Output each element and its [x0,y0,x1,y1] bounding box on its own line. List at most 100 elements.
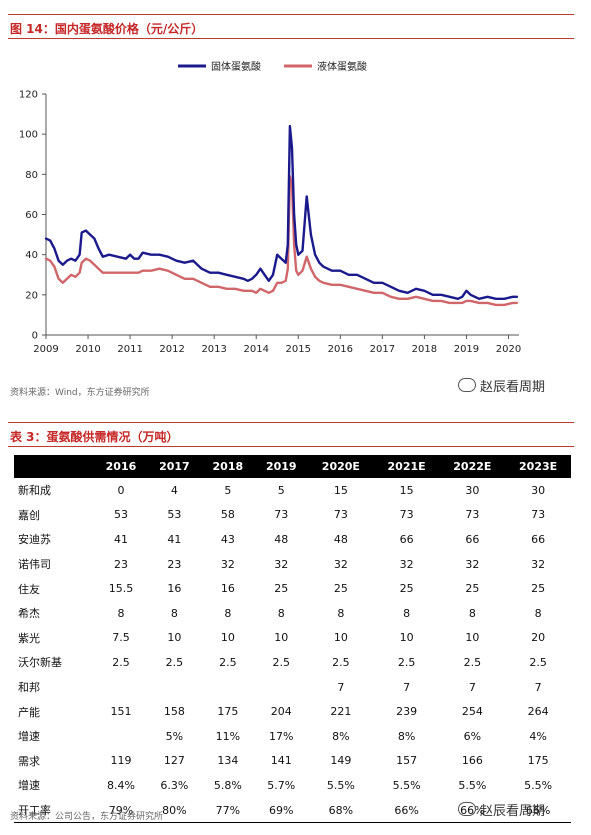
table-cell: 7 [534,680,542,694]
table-cell [201,675,254,700]
table-cell: 5.5% [392,778,421,792]
table-cell: 8% [332,729,350,743]
x-tick-label: 2010 [75,344,100,355]
table-cell: 17% [269,729,294,743]
figure-caption: 图 14：国内蛋氨酸价格（元/公斤） [10,22,204,36]
table-cell: 4 [170,483,178,497]
table-row: 诺伟司 23 23 32 32 32 32 32 32 [14,552,571,577]
x-tick-label: 2011 [117,344,142,355]
x-tick-label: 2009 [33,344,58,355]
table-cell [94,675,147,700]
table-cell: 48 [333,532,348,546]
chart-legend: 固体蛋氨酸 液体蛋氨酸 [178,60,367,73]
header-cell: 2018 [201,455,255,478]
table-cell: 5.5% [326,778,355,792]
table-cell: 48 [274,532,289,546]
table-cell: 239 [396,705,418,719]
row-label: 安迪苏 [18,533,51,547]
table-cell: 2.5 [112,655,130,669]
table-cell: 221 [330,705,352,719]
header-cell: 2021E [373,455,440,478]
table-cell: 0 [117,483,125,497]
table-cell: 15.5 [108,582,134,596]
supply-demand-table: 2016 2017 2018 2019 2020E 2021E 2022E 2023E 新和成… [14,455,571,824]
series-line [44,175,519,307]
row-label: 新和成 [18,484,51,498]
table-cell: 5 [224,483,232,497]
y-tick-label: 0 [32,331,38,342]
table-cell: 158 [163,705,185,719]
y-tick-label: 80 [25,170,38,181]
table-cell: 32 [220,557,235,571]
table-row: 沃尔新基 2.5 2.5 2.5 2.5 2.5 2.5 2.5 2.5 [14,650,571,675]
table-cell: 10 [465,631,480,645]
table-cell: 23 [113,557,128,571]
chart-series [44,124,519,307]
table-cell: 11% [215,729,241,743]
table-cell: 43 [220,532,235,546]
table-cell: 175 [527,754,549,768]
table-row: 住友 15.5 16 16 25 25 25 25 25 [14,576,571,601]
table-source: 资料来源：公司公告，东方证券研究所 [10,812,164,822]
table-cell: 264 [527,705,549,719]
table-cell: 32 [465,557,480,571]
table-cell: 10 [333,631,348,645]
table-cell: 6% [463,729,482,743]
x-tick-label: 2017 [370,344,395,355]
table-cell: 25 [399,582,414,596]
row-label: 开工率 [14,797,95,824]
table-cell: 5 [277,483,285,497]
table-cell: 8 [224,606,232,620]
x-tick-label: 2016 [328,344,353,355]
table-row: 开工率 79% 80% 77% 69% 68% 66% 66% 66% [14,797,571,824]
table-cell [255,675,308,700]
row-label: 嘉创 [18,508,40,522]
table-cell: 25 [333,582,348,596]
table-cell: 5.8% [213,778,242,792]
table-cell: 8 [468,606,476,620]
table-top-rule [8,422,574,423]
table-cell: 66 [465,532,480,546]
table-cell: 10 [220,631,235,645]
table-cell: 66 [531,532,546,546]
table-cell: 53 [167,508,182,522]
y-tick-label: 120 [19,90,38,101]
table-row: 希杰 8 8 8 8 8 8 8 8 [14,601,571,626]
table-cell: 30 [531,483,546,497]
table-cell: 127 [163,754,185,768]
table-cell: 254 [461,705,483,719]
y-tick-label: 100 [19,130,38,141]
table-header-row: 2016 2017 2018 2019 2020E 2021E 2022E 2023E [14,455,571,478]
table-cell: 8 [117,606,125,620]
table-cell [148,675,201,700]
table-cell: 2.5 [463,655,482,669]
table-row: 嘉创 53 53 58 73 73 73 73 73 [14,503,571,528]
table-row: 安迪苏 41 41 43 48 48 66 66 66 [14,527,571,552]
table-cell: 8 [337,606,345,620]
table-cell: 66 [399,532,414,546]
table-cell: 66% [373,797,440,824]
table-cell: 79% [94,797,148,824]
table-cell: 2.5 [397,655,416,669]
table-cell: 69% [254,797,308,824]
table-cell: 68% [308,797,374,824]
x-tick-label: 2013 [201,344,226,355]
table-cell: 8 [277,606,285,620]
table-cell: 32 [274,557,289,571]
table-cell: 2.5 [529,655,547,669]
row-label: 希杰 [18,607,40,621]
row-label: 住友 [18,582,40,596]
table-cell: 5.7% [267,778,296,792]
header-cell: 2019 [254,455,308,478]
table-cell: 41 [113,532,128,546]
x-tick-label: 2014 [243,344,268,355]
table-caption-rule [8,446,574,447]
table-cell: 149 [330,754,352,768]
table-watermark-text: 赵辰看周期 [480,804,546,819]
table-cell [94,724,147,749]
table-cell: 25 [465,582,480,596]
table-cell: 8.4% [106,778,135,792]
table-row: 新和成 0 4 5 5 15 15 30 30 [14,478,571,503]
table-cell: 80% [147,797,202,824]
y-tick-label: 60 [25,210,38,221]
